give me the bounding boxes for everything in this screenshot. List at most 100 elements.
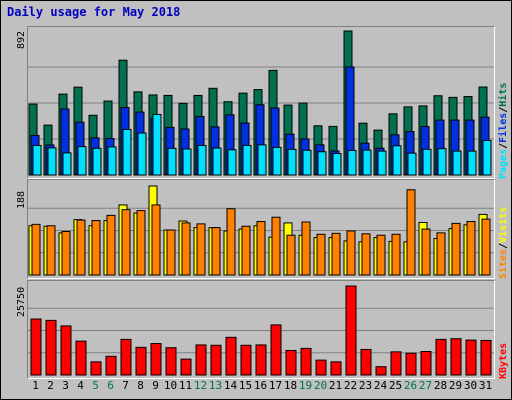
sites-bar-15 [241, 225, 251, 276]
x-tick-label: 9 [152, 379, 159, 392]
kbytes-bar-11 [180, 358, 192, 376]
sites-bar-5 [91, 220, 101, 276]
sites-bar-8 [136, 210, 146, 276]
pages-bar-28 [437, 148, 447, 176]
x-tick-label: 4 [77, 379, 84, 392]
kbytes-bar-16 [255, 344, 267, 376]
sites-bar-9 [151, 204, 161, 276]
kbytes-bar-31 [480, 339, 492, 376]
x-tick-label: 24 [373, 379, 388, 392]
legend-visits: Visits [498, 206, 509, 243]
kbytes-bar-8 [135, 346, 147, 376]
x-tick-label: 29 [448, 379, 463, 392]
x-tick-label: 13 [208, 379, 223, 392]
x-tick-label: 31 [478, 379, 493, 392]
sites-bar-30 [466, 221, 476, 276]
visits-ymax-label: 188 [16, 190, 27, 209]
x-tick-label: 12 [193, 379, 208, 392]
legend-sep-1: / [498, 142, 509, 149]
pages-bar-4 [77, 146, 87, 176]
kbytes-bar-6 [105, 355, 117, 376]
kbytes-bar-28 [435, 338, 447, 376]
x-tick-label: 3 [62, 379, 69, 392]
sites-bar-21 [331, 232, 341, 276]
pages-bar-20 [317, 151, 327, 176]
x-tick-label: 18 [283, 379, 298, 392]
kbytes-bar-26 [405, 352, 417, 376]
kbytes-bar-24 [375, 366, 387, 376]
pages-bar-26 [407, 152, 417, 176]
pages-bar-10 [167, 147, 177, 176]
kbytes-bar-7 [120, 338, 132, 376]
x-tick-label: 26 [403, 379, 418, 392]
kbytes-panel [27, 280, 495, 379]
pages-bar-8 [137, 132, 147, 176]
x-tick-label: 15 [238, 379, 253, 392]
pages-bar-25 [392, 145, 402, 176]
pages-bar-9 [152, 113, 162, 176]
kbytes-bar-30 [465, 339, 477, 376]
x-tick-label: 14 [223, 379, 238, 392]
x-tick-label: 10 [163, 379, 178, 392]
sites-visits-plot [28, 185, 494, 276]
sites-bar-25 [391, 233, 401, 276]
sites-visits-panel [27, 179, 495, 279]
sites-bar-13 [211, 227, 221, 276]
sites-bar-1 [31, 223, 41, 276]
hits-ymax-label: 892 [16, 30, 27, 49]
pages-bar-23 [362, 149, 372, 176]
pages-bar-17 [272, 146, 282, 176]
x-tick-label: 28 [433, 379, 448, 392]
x-tick-label: 27 [418, 379, 433, 392]
kbytes-bar-20 [315, 359, 327, 376]
pages-bar-7 [122, 128, 132, 176]
legend-pages: Pages [498, 148, 509, 179]
kbytes-bar-17 [270, 324, 282, 376]
sites-bar-22 [346, 230, 356, 276]
legend-files: Files [498, 112, 509, 143]
sites-bar-20 [316, 233, 326, 276]
sites-bar-26 [406, 189, 416, 276]
middle-legend: Sites/Visits [498, 193, 510, 279]
x-tick-label: 17 [268, 379, 283, 392]
pages-bar-2 [47, 147, 57, 176]
hits-files-pages-panel [27, 26, 495, 179]
x-tick-label: 7 [122, 379, 129, 392]
sites-bar-11 [181, 222, 191, 276]
x-tick-label: 5 [92, 379, 99, 392]
legend-sep-2: / [498, 106, 509, 113]
x-tick-label: 11 [178, 379, 193, 392]
sites-bar-23 [361, 233, 371, 276]
sites-bar-12 [196, 223, 206, 276]
kbytes-bar-12 [195, 344, 207, 376]
x-tick-label: 19 [298, 379, 313, 392]
x-tick-label: 21 [328, 379, 343, 392]
sites-bar-4 [76, 219, 86, 276]
sites-bar-27 [421, 228, 431, 276]
pages-bar-24 [377, 150, 387, 176]
pages-bar-21 [332, 153, 342, 176]
sites-bar-18 [286, 234, 296, 276]
pages-bar-12 [197, 144, 207, 176]
sites-bar-2 [46, 225, 56, 276]
pages-bar-15 [242, 144, 252, 176]
x-tick-label: 23 [358, 379, 373, 392]
sites-bar-10 [166, 229, 176, 276]
pages-bar-6 [107, 146, 117, 176]
kbytes-bar-29 [450, 338, 462, 376]
kbytes-bar-5 [90, 361, 102, 376]
x-tick-label: 2 [47, 379, 54, 392]
kbytes-bar-3 [60, 325, 72, 376]
x-tick-label: 8 [137, 379, 144, 392]
x-axis-day-labels: 1 2 3 4 5 6 7 8 9 10 11 12 13 14 15 16 17 18 19 20 21 22 23 24 2… [27, 379, 493, 393]
kbytes-bar-15 [240, 344, 252, 376]
kbytes-bar-9 [150, 343, 162, 376]
legend-hits: Hits [498, 82, 509, 107]
sites-bar-16 [256, 221, 266, 276]
kbytes-bar-14 [225, 336, 237, 376]
sites-bar-31 [481, 218, 491, 276]
kbytes-bar-23 [360, 348, 372, 376]
x-tick-label: 30 [463, 379, 478, 392]
pages-bar-18 [287, 148, 297, 176]
top-legend: Pages/Files/Hits [498, 29, 510, 179]
